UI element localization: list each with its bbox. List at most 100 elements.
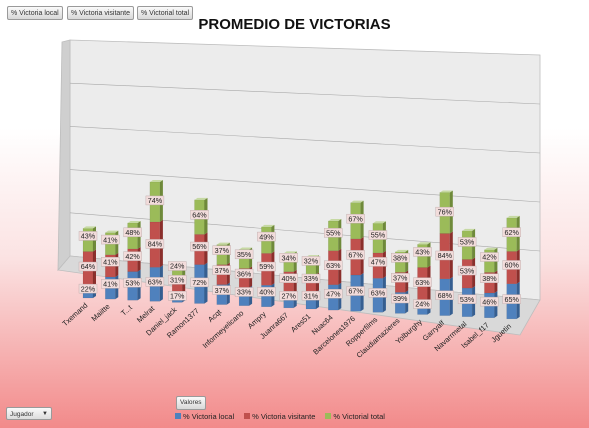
data-label-box-local [502,294,521,304]
data-label-visit: 53% [460,266,475,275]
data-label-visit: 33% [304,274,319,283]
jugador-dropdown[interactable]: Jugador ▼ [6,407,52,420]
data-label-box-visit [502,260,521,270]
bar-top [372,221,386,224]
data-label-box-total [301,256,321,266]
data-label-box-visit [78,261,98,272]
data-label-box-local [324,289,343,299]
data-label-visit: 38% [482,274,497,283]
legend-swatch-total [325,413,332,419]
data-label-total: 38% [393,253,408,262]
data-label-total: 49% [259,232,274,241]
data-label-box-total [145,195,165,206]
legend-swatch-local [175,413,181,419]
data-label-visit: 37% [393,274,408,283]
data-label-local: 22% [81,284,96,293]
data-label-local: 72% [192,278,207,287]
data-label-visit: 84% [148,240,163,249]
category-label: Txemand [60,301,89,328]
data-label-local: 65% [505,295,520,304]
data-label-box-local [391,293,410,304]
data-label-box-total [234,249,254,260]
filter-victoria-total-button[interactable]: % Victorial total [137,6,194,20]
data-label-box-local [212,285,232,295]
data-label-box-local [480,296,499,307]
data-label-visit: 84% [438,251,453,260]
data-label-box-total [123,227,142,238]
legend-item-total: % Victorial total [325,412,385,421]
data-label-local: 68% [438,291,453,300]
data-label-local: 67% [348,287,363,296]
data-label-visit: 63% [415,278,430,287]
data-label-box-total [368,230,388,240]
data-label-local: 17% [170,291,185,300]
data-label-total: 43% [415,248,430,257]
data-label-box-total [391,252,410,263]
data-label-box-visit [435,250,454,261]
bar-top [350,200,364,203]
bar-top [127,220,141,223]
data-label-box-local [457,294,477,304]
data-label-box-visit [212,265,232,275]
data-label-box-visit [391,273,410,283]
legend-label-total: % Victorial total [333,411,385,421]
gridline [69,169,541,203]
bar-top [83,226,96,229]
valores-button[interactable]: Valores [176,396,206,410]
data-label-local: 53% [460,295,475,304]
bar-top [216,242,230,245]
legend-item-local: % Victoria local [175,412,234,421]
data-label-box-total [212,245,232,255]
bar-top [417,242,431,245]
chevron-down-icon: ▼ [42,411,48,417]
data-label-box-visit [368,257,388,267]
side-wall [57,39,71,272]
bar-top [484,247,498,250]
data-label-box-visit [257,261,276,272]
legend: % Victoria local % Victoria visitante % … [175,409,385,423]
data-label-total: 48% [125,228,140,237]
data-label-visit: 60% [505,261,520,270]
data-label-local: 53% [125,278,140,287]
data-label-box-visit [457,265,477,276]
data-label-box-total [257,231,276,242]
data-label-local: 39% [393,294,408,303]
data-label-box-visit [346,250,365,260]
data-label-box-total [413,247,432,257]
data-label-box-visit [167,275,187,285]
data-label-total: 55% [326,229,341,238]
data-label-box-local [368,288,388,298]
data-label-visit: 59% [259,262,274,271]
data-label-local: 31% [304,291,319,300]
data-label-total: 53% [460,238,475,247]
legend-swatch-visit [244,413,251,419]
filter-victoria-visitante-button[interactable]: % Victoria visitante [67,6,135,20]
data-label-total: 55% [371,231,386,240]
legend-label-local: % Victoria local [183,411,235,421]
data-label-box-total [78,231,98,241]
data-label-box-local [123,277,142,288]
data-label-visit: 31% [170,276,185,285]
data-label-box-local [257,287,276,297]
bar-top [462,228,476,231]
data-label-visit: 42% [125,252,140,261]
data-label-local: 24% [415,300,430,309]
data-label-box-local [301,290,321,301]
data-label-local: 63% [148,278,163,287]
data-label-local: 46% [482,297,497,306]
legend-label-visit: % Victoria visitante [252,411,316,421]
data-label-box-local [435,290,454,300]
category-label: Ares51 [289,312,312,334]
data-label-box-total [324,228,343,238]
data-label-visit: 41% [103,257,118,266]
data-label-box-local [167,291,187,301]
data-label-total: 37% [215,246,230,255]
category-label: Informeyelicano [201,308,246,350]
data-label-box-visit [101,257,120,267]
data-label-visit: 47% [371,258,386,267]
bar-top [283,251,297,254]
filter-victoria-local-button[interactable]: % Victoria local [7,6,63,20]
category-label: Maiitte [89,302,111,323]
